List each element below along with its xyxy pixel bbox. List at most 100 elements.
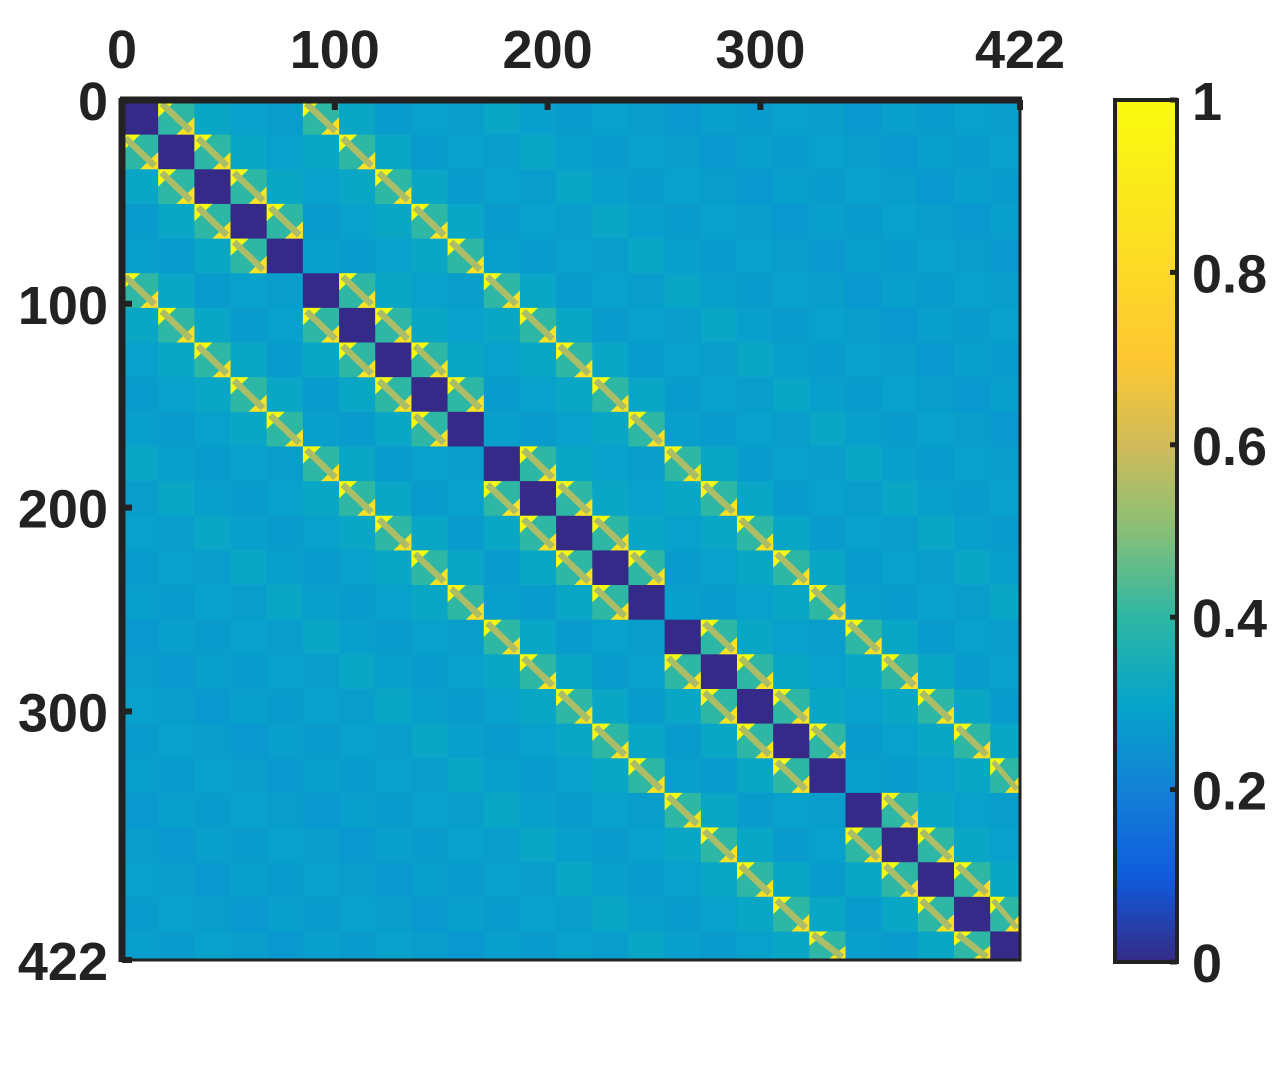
heatmap-cell: [592, 862, 629, 898]
heatmap-cell: [556, 273, 593, 309]
heatmap-ridge: [883, 655, 917, 688]
heatmap-cell: [483, 688, 521, 724]
heatmap-ridge: [702, 690, 736, 723]
heatmap-cell: [483, 515, 521, 551]
colorbar-tick-label: 0.8: [1192, 244, 1267, 304]
heatmap-cell: [483, 238, 521, 274]
heatmap-cell: [990, 619, 1021, 655]
heatmap-cell: [809, 481, 846, 517]
heatmap-cell: [230, 619, 268, 655]
heatmap-cell: [122, 896, 159, 932]
heatmap-ridge: [448, 378, 483, 411]
heatmap-cell: [266, 307, 304, 343]
heatmap-cell: [917, 931, 955, 961]
heatmap-ridge: [195, 205, 230, 238]
heatmap-cell: [628, 100, 666, 136]
heatmap-ridge: [195, 135, 230, 169]
heatmap-cell: [736, 203, 774, 239]
heatmap-cell: [230, 515, 268, 551]
heatmap-cell: [954, 238, 991, 274]
heatmap-cell: [881, 585, 919, 621]
heatmap-cell: [700, 550, 738, 586]
heatmap-cell: [266, 100, 304, 136]
heatmap-cell: [230, 481, 268, 517]
heatmap-cell: [592, 481, 629, 517]
heatmap-cell: [447, 862, 485, 898]
heatmap-cell: [158, 273, 195, 309]
heatmap-cell: [447, 134, 485, 170]
heatmap-cell: [628, 723, 666, 759]
heatmap-ridge: [846, 828, 881, 862]
heatmap-cell: [122, 688, 159, 724]
heatmap-cell: [881, 619, 919, 655]
heatmap-cell: [339, 827, 376, 863]
heatmap-cell: [990, 238, 1021, 274]
heatmap-cell: [519, 550, 557, 586]
heatmap-cell: [664, 307, 702, 343]
heatmap-cell: [302, 377, 340, 413]
heatmap-cell: [954, 411, 991, 447]
heatmap-ridge: [702, 828, 736, 862]
heatmap-cell: [266, 342, 304, 378]
heatmap-cell: [736, 827, 774, 863]
heatmap-cell: [809, 619, 846, 655]
heatmap-cell: [628, 481, 666, 517]
heatmap-cell: [736, 758, 774, 794]
heatmap-cell: [375, 792, 412, 828]
heatmap-cell: [339, 377, 376, 413]
colorbar-tick-label: 1: [1192, 72, 1222, 132]
heatmap-cell: [447, 758, 485, 794]
heatmap-cell: [339, 688, 376, 724]
heatmap-cell: [990, 377, 1021, 413]
heatmap-cell: [736, 550, 774, 586]
heatmap-cell: [556, 862, 593, 898]
heatmap-cell: [990, 411, 1021, 447]
heatmap-ridge: [593, 516, 628, 550]
heatmap-ridge: [810, 724, 845, 758]
heatmap-cell: [302, 134, 340, 170]
heatmap-cell: [194, 723, 231, 759]
heatmap-cell: [122, 515, 159, 551]
heatmap-cell: [881, 446, 919, 482]
heatmap-cell: [881, 203, 919, 239]
heatmap-cell: [773, 203, 810, 239]
heatmap-cell: [411, 585, 448, 621]
heatmap-cell: [230, 654, 268, 690]
heatmap-cell: [266, 896, 304, 932]
heatmap-cell: [411, 377, 448, 413]
heatmap-cell: [664, 377, 702, 413]
heatmap-cell: [519, 723, 557, 759]
heatmap-cell: [917, 515, 955, 551]
heatmap-cell: [556, 723, 593, 759]
heatmap-cell: [339, 515, 376, 551]
heatmap-ridge: [412, 412, 447, 446]
heatmap-cell: [122, 931, 159, 961]
heatmap-cell: [917, 169, 955, 205]
heatmap-cell: [592, 134, 629, 170]
heatmap-cell: [773, 273, 810, 309]
heatmap-cell: [700, 931, 738, 961]
heatmap-cell: [917, 481, 955, 517]
heatmap-cell: [411, 758, 448, 794]
heatmap-cell: [483, 134, 521, 170]
heatmap-cell: [809, 896, 846, 932]
heatmap-cell: [917, 862, 955, 898]
heatmap-cell: [447, 307, 485, 343]
heatmap-cell: [592, 100, 629, 136]
heatmap-cell: [122, 550, 159, 586]
heatmap-cell: [302, 862, 340, 898]
heatmap-cell: [809, 307, 846, 343]
heatmap-cell: [302, 619, 340, 655]
heatmap-ridge: [521, 516, 555, 550]
heatmap-cell: [881, 931, 919, 961]
heatmap-cell: [881, 550, 919, 586]
heatmap-cell: [302, 342, 340, 378]
heatmap-cell: [592, 203, 629, 239]
heatmap-ridge: [159, 101, 193, 134]
heatmap-cell: [375, 238, 412, 274]
heatmap-cell: [230, 723, 268, 759]
heatmap-cell: [230, 273, 268, 309]
heatmap-cell: [700, 792, 738, 828]
heatmap-cell: [519, 273, 557, 309]
heatmap-cell: [700, 862, 738, 898]
